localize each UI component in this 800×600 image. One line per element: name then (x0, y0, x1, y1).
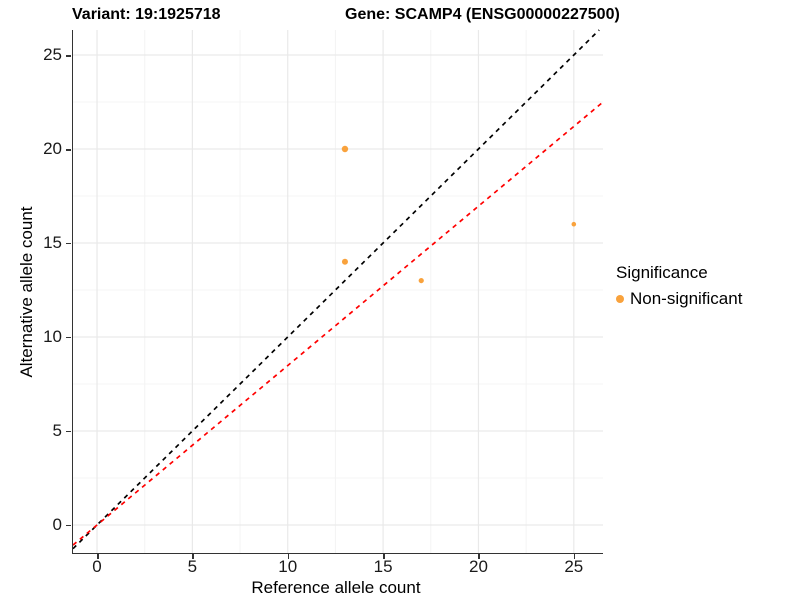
y-tick-mark (66, 336, 71, 339)
x-tick-label: 0 (92, 557, 102, 576)
x-axis-title: Reference allele count (251, 578, 421, 597)
x-axis-line (71, 552, 603, 555)
legend: Significance Non-significant (616, 263, 742, 309)
fit-line (72, 101, 604, 546)
x-tick-mark (383, 554, 385, 559)
x-tick-label: 5 (187, 557, 198, 576)
scatter-plot (72, 29, 604, 553)
legend-item-label: Non-significant (630, 289, 743, 308)
data-point (341, 258, 348, 265)
y-axis-line (71, 30, 74, 554)
x-tick-label: 25 (564, 557, 584, 576)
y-tick-label: 0 (52, 514, 62, 534)
gene-title: Gene: SCAMP4 (ENSG00000227500) (345, 6, 620, 23)
y-tick-mark (66, 430, 71, 433)
non-significant-dot-icon (616, 295, 624, 303)
identity-line (72, 29, 600, 550)
plot-panel (72, 29, 604, 553)
y-axis-title: Alternative allele count (17, 206, 36, 378)
data-point (571, 221, 577, 227)
x-tick-mark (192, 554, 194, 559)
y-tick-label: 5 (52, 420, 62, 440)
x-tick-mark (573, 554, 576, 559)
y-tick-label: 10 (43, 326, 62, 346)
x-tick-mark (97, 554, 99, 559)
data-point (418, 277, 424, 284)
x-tick-label: 20 (468, 557, 488, 576)
data-point (341, 145, 349, 153)
y-tick-mark (66, 149, 71, 151)
legend-item-non-significant: Non-significant (616, 289, 742, 309)
y-tick-mark (66, 524, 71, 527)
x-tick-label: 15 (373, 557, 393, 576)
x-tick-label: 10 (278, 557, 298, 576)
x-tick-mark (478, 554, 480, 559)
variant-title: Variant: 19:1925718 (72, 6, 221, 23)
y-tick-label: 25 (43, 45, 62, 64)
legend-title: Significance (616, 263, 708, 282)
y-tick-mark (66, 55, 71, 57)
x-tick-mark (287, 554, 290, 559)
y-tick-mark (66, 242, 71, 245)
y-tick-label: 15 (43, 232, 62, 252)
y-tick-label: 20 (43, 139, 62, 158)
